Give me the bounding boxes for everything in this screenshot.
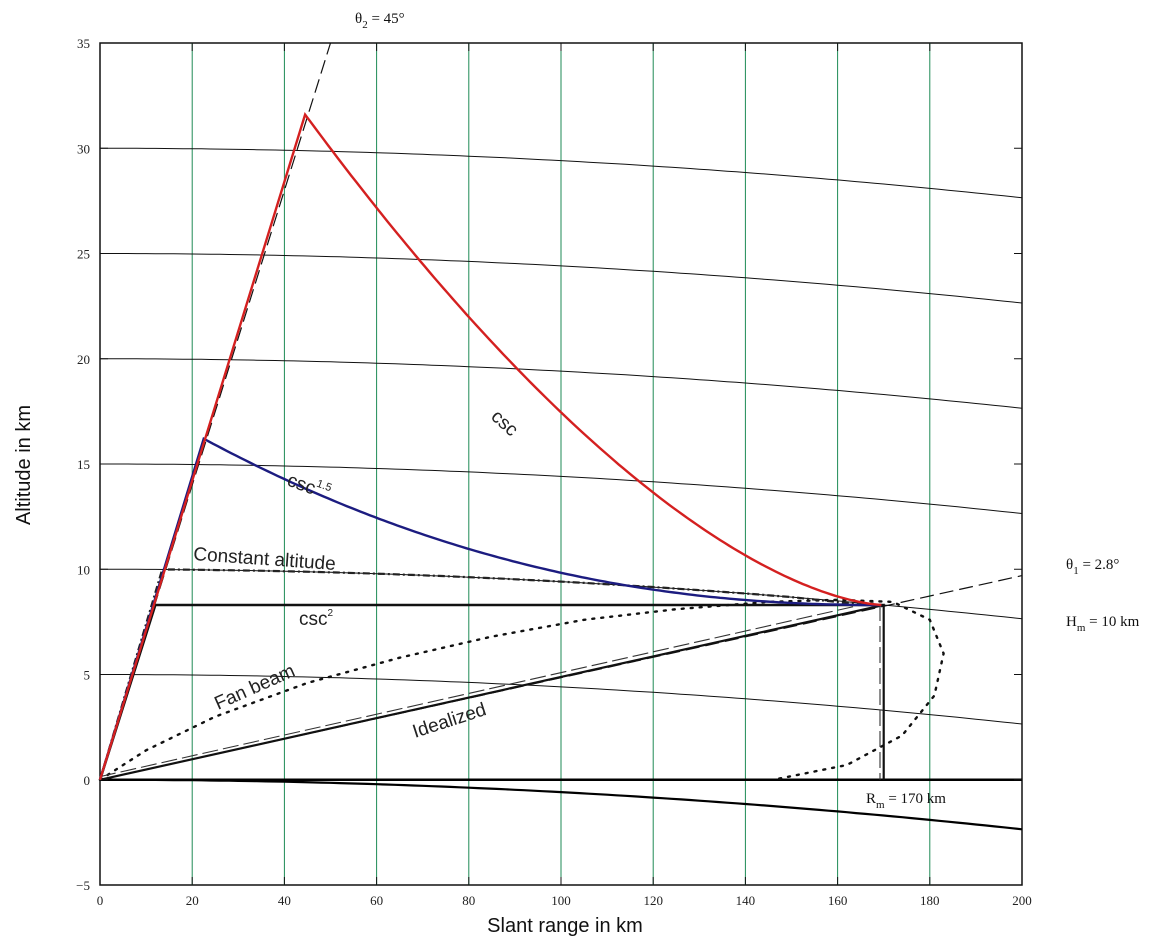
rm-value: = 170 km xyxy=(885,791,947,807)
x-tick-label-60: 60 xyxy=(370,893,383,908)
theta1-subscript: 1 xyxy=(1073,565,1079,577)
y-tick-labels: −5 0 5 10 15 20 25 30 35 xyxy=(76,36,90,893)
theta1-value: = 2.8° xyxy=(1079,557,1120,573)
y-tick-label-15: 15 xyxy=(77,457,90,472)
hm-value: = 10 km xyxy=(1085,614,1139,630)
x-tick-label-180: 180 xyxy=(920,893,940,908)
altitude-contour-30km xyxy=(100,147,1023,199)
y-tick-label-20: 20 xyxy=(77,352,90,367)
label-csc2: csc2 xyxy=(299,608,334,630)
x-tick-label-40: 40 xyxy=(278,893,291,908)
series-idealized-dashed xyxy=(99,601,875,778)
x-tick-label-140: 140 xyxy=(736,893,756,908)
label-csc-1-5: csc1.5 xyxy=(284,468,333,505)
label-csc-1-5-base: csc xyxy=(284,470,318,499)
series-constant-altitude xyxy=(98,568,882,781)
x-axis-title: Slant range in km xyxy=(487,915,643,937)
altitude-contour-20km xyxy=(100,358,1023,409)
altitude-contour-5km xyxy=(100,674,1023,725)
hm-subscript: m xyxy=(1077,622,1086,634)
y-axis-title: Altitude in km xyxy=(13,405,35,525)
series-csc-1-5 xyxy=(98,436,882,781)
label-csc-1-5-exponent: 1.5 xyxy=(315,478,333,495)
annotation-hm: Hm = 10 km xyxy=(1066,614,1140,634)
annotation-rm: Rm = 170 km xyxy=(866,791,946,811)
annotation-theta1: θ1 = 2.8° xyxy=(1066,557,1119,577)
y-tick-label-25: 25 xyxy=(77,247,90,262)
x-tick-label-80: 80 xyxy=(462,893,475,908)
annotation-theta2: θ2 = 45° xyxy=(355,11,405,31)
y-tick-label-35: 35 xyxy=(77,36,90,51)
x-tick-label-0: 0 xyxy=(97,893,104,908)
theta2-value: = 45° xyxy=(368,11,405,27)
label-csc: csc xyxy=(487,406,522,441)
label-idealized: Idealized xyxy=(410,699,489,742)
label-csc2-base: csc xyxy=(299,609,328,630)
theta1-symbol: θ xyxy=(1066,557,1073,573)
theta2-symbol: θ xyxy=(355,11,362,27)
y-tick-label--5: −5 xyxy=(76,878,90,893)
series-csc xyxy=(98,112,882,781)
x-tick-label-120: 120 xyxy=(643,893,663,908)
y-tick-label-5: 5 xyxy=(84,668,91,683)
rm-symbol: R xyxy=(866,791,876,807)
y-tick-label-30: 30 xyxy=(77,141,90,156)
vertical-grid xyxy=(191,43,931,885)
rm-subscript: m xyxy=(876,799,885,811)
x-tick-labels: 0 20 40 60 80 100 120 140 160 180 200 xyxy=(97,893,1032,908)
x-tick-label-20: 20 xyxy=(186,893,199,908)
hm-symbol: H xyxy=(1066,614,1077,630)
altitude-contour-0km xyxy=(100,778,1023,831)
series-fan-beam xyxy=(98,598,945,781)
plot-series xyxy=(98,42,1023,781)
y-tick-label-0: 0 xyxy=(84,773,91,788)
x-tick-label-200: 200 xyxy=(1012,893,1032,908)
y-tick-label-10: 10 xyxy=(77,562,90,577)
label-csc2-exponent: 2 xyxy=(328,608,334,619)
x-tick-label-160: 160 xyxy=(828,893,848,908)
label-fan-beam: Fan beam xyxy=(211,661,298,715)
theta2-subscript: 2 xyxy=(362,19,368,31)
axis-ticks xyxy=(99,42,1023,886)
x-tick-label-100: 100 xyxy=(551,893,571,908)
altitude-contour-25km xyxy=(100,253,1023,304)
